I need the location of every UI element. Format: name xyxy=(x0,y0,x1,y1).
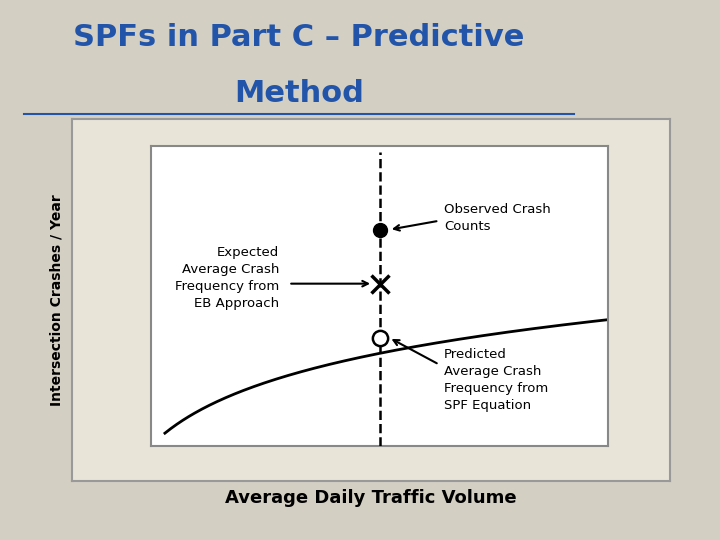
Y-axis label: Intersection Crashes / Year: Intersection Crashes / Year xyxy=(50,194,63,406)
Text: Method: Method xyxy=(234,79,364,109)
X-axis label: Average Daily Traffic Volume: Average Daily Traffic Volume xyxy=(225,489,517,507)
Text: Predicted
Average Crash
Frequency from
SPF Equation: Predicted Average Crash Frequency from S… xyxy=(444,348,548,411)
Text: Observed Crash
Counts: Observed Crash Counts xyxy=(444,202,551,233)
Text: Expected
Average Crash
Frequency from
EB Approach: Expected Average Crash Frequency from EB… xyxy=(175,246,279,309)
Text: SPFs in Part C – Predictive: SPFs in Part C – Predictive xyxy=(73,23,524,52)
